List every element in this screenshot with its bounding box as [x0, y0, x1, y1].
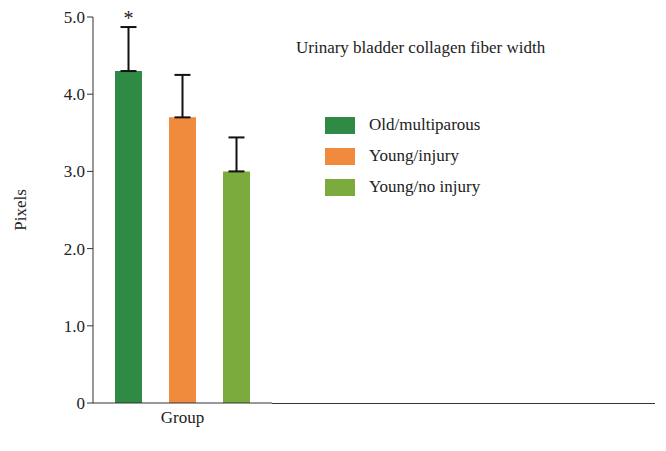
svg-text:0: 0 — [77, 394, 86, 413]
svg-text:3.0: 3.0 — [64, 162, 85, 181]
html-text:Young/injury: Young/injury — [369, 146, 459, 165]
html-text:Old/multiparous: Old/multiparous — [369, 115, 481, 134]
svg-text:*: * — [124, 7, 134, 29]
svg-text:2.0: 2.0 — [64, 240, 85, 259]
svg-text:Group: Group — [161, 408, 204, 427]
html-text:Young/no injury: Young/no injury — [369, 177, 481, 196]
svg-text:5.0: 5.0 — [64, 8, 85, 27]
svg-text:Pixels: Pixels — [11, 189, 30, 231]
html-text:Urinary bladder collagen fiber: Urinary bladder collagen fiber width — [296, 38, 546, 57]
svg-text:1.0: 1.0 — [64, 317, 85, 336]
svg-text:4.0: 4.0 — [64, 85, 85, 104]
